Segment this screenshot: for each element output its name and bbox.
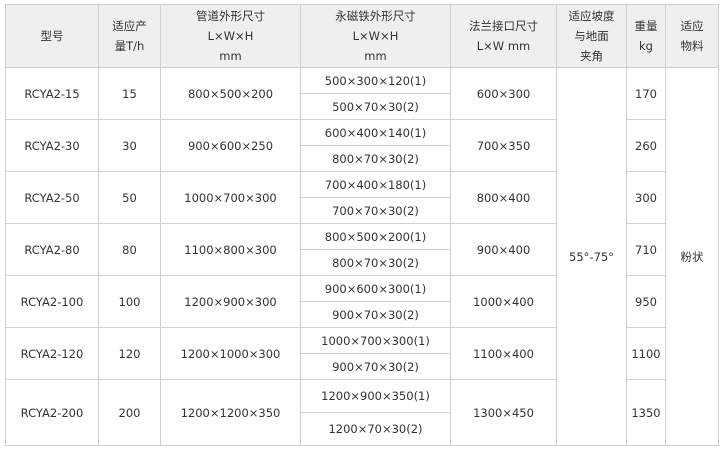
cell-capacity: 120 xyxy=(98,327,161,380)
header-capacity: 适应产 量T/h xyxy=(98,4,161,68)
cell-magnet-1: 1000×700×300(1) xyxy=(300,327,451,354)
cell-flange: 700×350 xyxy=(450,119,557,172)
header-weight: 重量 kg xyxy=(626,4,666,68)
cell-magnet-1: 800×500×200(1) xyxy=(300,223,451,250)
table-subrow: 700×70×30(2) xyxy=(6,197,719,224)
cell-magnet-2: 900×70×30(2) xyxy=(300,353,451,380)
cell-capacity: 50 xyxy=(98,171,161,224)
cell-model: RCYA2-80 xyxy=(5,223,99,276)
cell-capacity: 100 xyxy=(98,275,161,328)
table-subrow: 800×70×30(2) xyxy=(6,145,719,172)
cell-flange: 1000×400 xyxy=(450,275,557,328)
table-row: RCYA2-100 100 1200×900×300 900×600×300(1) 10… xyxy=(5,275,719,328)
cell-magnet-1: 900×600×300(1) xyxy=(300,275,451,302)
cell-magnet-1: 500×300×120(1) xyxy=(300,67,451,94)
cell-magnet-1: 700×400×180(1) xyxy=(300,171,451,198)
header-slope: 适应坡度 与地面 夹角 xyxy=(556,4,627,68)
header-magnet: 永磁铁外形尺寸 L×W×H mm xyxy=(300,4,451,68)
cell-magnet-2: 900×70×30(2) xyxy=(300,301,451,328)
cell-flange: 800×400 xyxy=(450,171,557,224)
cell-material: 粉状 xyxy=(665,67,719,446)
cell-weight: 1100 xyxy=(626,327,666,380)
cell-weight: 300 xyxy=(626,171,666,224)
header-pipe: 管道外形尺寸 L×W×H mm xyxy=(160,4,301,68)
table-row: RCYA2-50 50 1000×700×300 700×400×180(1) 800×… xyxy=(5,171,719,224)
header-model: 型号 xyxy=(5,4,99,68)
cell-pipe: 900×600×250 xyxy=(160,119,301,172)
cell-capacity: 80 xyxy=(98,223,161,276)
table-subrow: 500×70×30(2) xyxy=(6,93,719,120)
header-row: 型号 适应产 量T/h 管道外形尺寸 L×W×H mm 永磁铁外形尺寸 L×W×H mm … xyxy=(5,4,719,68)
cell-model: RCYA2-200 xyxy=(5,379,99,446)
cell-model: RCYA2-15 xyxy=(5,67,99,120)
table-subrow: 900×70×30(2) xyxy=(6,353,719,380)
table-subrow: 1200×70×30(2) xyxy=(6,412,719,446)
cell-weight: 710 xyxy=(626,223,666,276)
cell-model: RCYA2-100 xyxy=(5,275,99,328)
cell-weight: 1350 xyxy=(626,379,666,446)
cell-weight: 260 xyxy=(626,119,666,172)
cell-flange: 1300×450 xyxy=(450,379,557,446)
cell-weight: 170 xyxy=(626,67,666,120)
table-row: RCYA2-80 80 1100×800×300 800×500×200(1) 900×… xyxy=(5,223,719,276)
cell-magnet-2: 800×70×30(2) xyxy=(300,249,451,276)
table-row: RCYA2-15 15 800×500×200 500×300×120(1) 600×3… xyxy=(5,67,719,446)
cell-flange: 900×400 xyxy=(450,223,557,276)
cell-pipe: 1200×1200×350 xyxy=(160,379,301,446)
cell-pipe: 1100×800×300 xyxy=(160,223,301,276)
cell-capacity: 30 xyxy=(98,119,161,172)
cell-magnet-2: 1200×70×30(2) xyxy=(300,412,451,446)
cell-capacity: 200 xyxy=(98,379,161,446)
spec-table: 型号 适应产 量T/h 管道外形尺寸 L×W×H mm 永磁铁外形尺寸 L×W×H mm … xyxy=(5,4,719,446)
cell-model: RCYA2-120 xyxy=(5,327,99,380)
table-row: RCYA2-120 120 1200×1000×300 1000×700×300(1)… xyxy=(5,327,719,380)
table-row: RCYA2-30 30 900×600×250 600×400×140(1) 700×3… xyxy=(5,119,719,172)
header-flange: 法兰接口尺寸 L×W mm xyxy=(450,4,557,68)
header-material: 适应 物料 xyxy=(665,4,719,68)
cell-flange: 600×300 xyxy=(450,67,557,120)
cell-magnet-2: 500×70×30(2) xyxy=(300,93,451,120)
cell-pipe: 1200×900×300 xyxy=(160,275,301,328)
cell-magnet-1: 600×400×140(1) xyxy=(300,119,451,146)
cell-model: RCYA2-30 xyxy=(5,119,99,172)
cell-pipe: 800×500×200 xyxy=(160,67,301,120)
cell-slope: 55°-75° xyxy=(556,67,627,446)
cell-flange: 1100×400 xyxy=(450,327,557,380)
cell-magnet-2: 800×70×30(2) xyxy=(300,145,451,172)
cell-model: RCYA2-50 xyxy=(5,171,99,224)
cell-pipe: 1200×1000×300 xyxy=(160,327,301,380)
cell-pipe: 1000×700×300 xyxy=(160,171,301,224)
table-row: RCYA2-200 200 1200×1200×350 1200×900×350(1)… xyxy=(5,379,719,446)
cell-weight: 950 xyxy=(626,275,666,328)
cell-magnet-2: 700×70×30(2) xyxy=(300,197,451,224)
cell-magnet-1: 1200×900×350(1) xyxy=(300,379,451,413)
cell-capacity: 15 xyxy=(98,67,161,120)
